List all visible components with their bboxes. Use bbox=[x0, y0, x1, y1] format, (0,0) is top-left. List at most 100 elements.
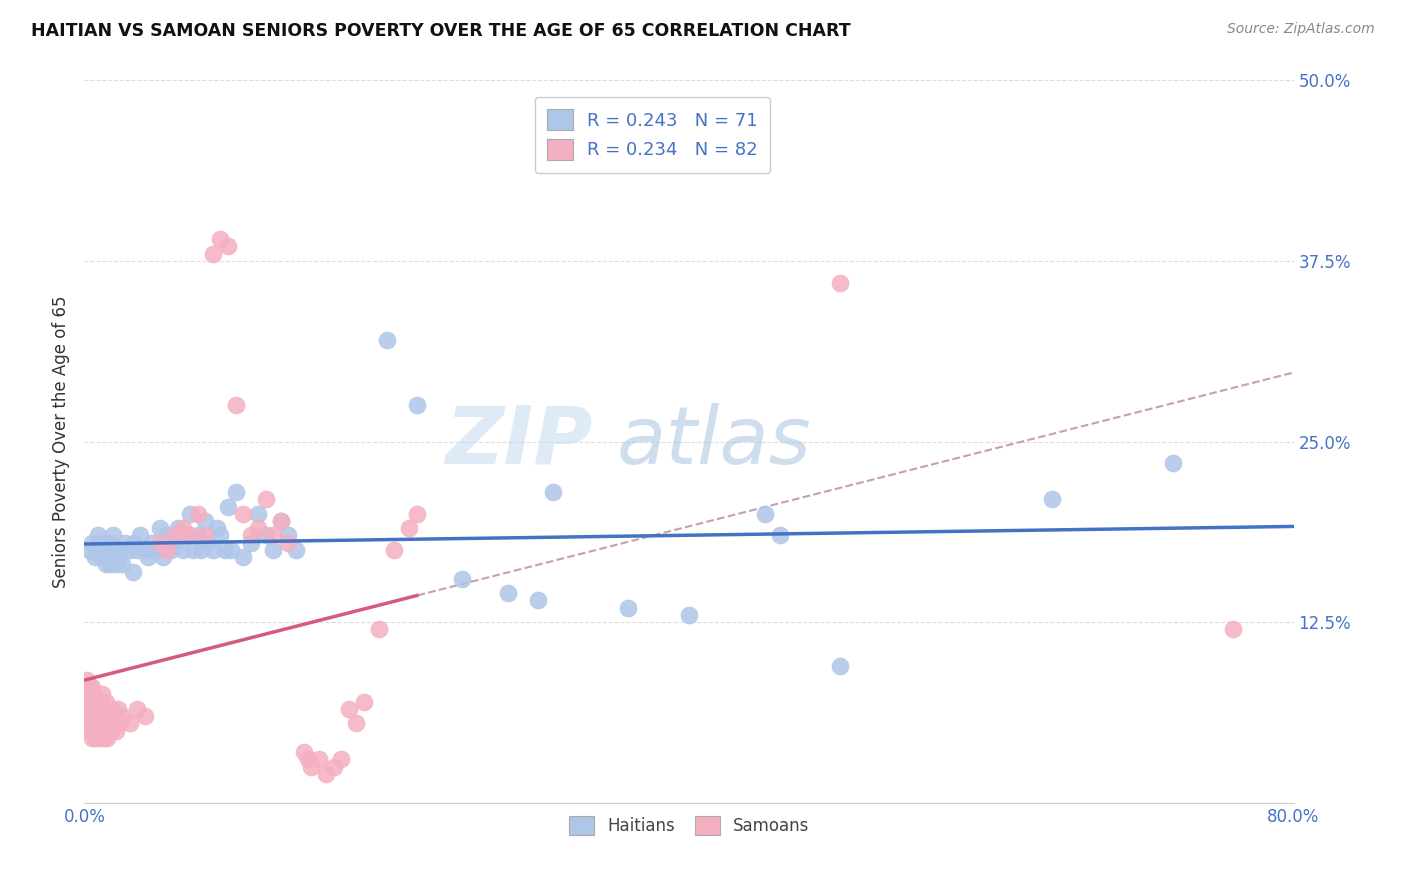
Text: HAITIAN VS SAMOAN SENIORS POVERTY OVER THE AGE OF 65 CORRELATION CHART: HAITIAN VS SAMOAN SENIORS POVERTY OVER T… bbox=[31, 22, 851, 40]
Point bbox=[77, 542, 100, 557]
Point bbox=[87, 695, 110, 709]
Point bbox=[285, 542, 308, 557]
Point bbox=[90, 723, 112, 738]
Point bbox=[84, 695, 107, 709]
Point bbox=[194, 528, 217, 542]
Point bbox=[172, 542, 194, 557]
Point bbox=[89, 731, 111, 745]
Point bbox=[254, 492, 277, 507]
Point bbox=[108, 716, 131, 731]
Point bbox=[297, 752, 319, 766]
Point bbox=[247, 521, 270, 535]
Point bbox=[201, 542, 224, 557]
Point bbox=[262, 542, 284, 557]
Point bbox=[207, 521, 229, 535]
Point bbox=[105, 723, 128, 738]
Point bbox=[451, 572, 474, 586]
Point bbox=[406, 507, 429, 521]
Point bbox=[111, 558, 134, 572]
Point bbox=[100, 542, 122, 557]
Point bbox=[121, 565, 143, 579]
Point bbox=[84, 723, 107, 738]
Point bbox=[541, 485, 564, 500]
Point bbox=[134, 542, 156, 557]
Point bbox=[98, 723, 121, 738]
Point bbox=[77, 716, 100, 731]
Point bbox=[87, 528, 110, 542]
Point bbox=[308, 752, 330, 766]
Point bbox=[194, 514, 217, 528]
Point bbox=[91, 535, 114, 549]
Point bbox=[87, 709, 110, 723]
Point bbox=[111, 709, 134, 723]
Point bbox=[769, 528, 792, 542]
Point bbox=[114, 535, 136, 549]
Point bbox=[754, 507, 776, 521]
Point bbox=[101, 716, 124, 731]
Point bbox=[209, 528, 232, 542]
Point bbox=[97, 535, 120, 549]
Y-axis label: Seniors Poverty Over the Age of 65: Seniors Poverty Over the Age of 65 bbox=[52, 295, 70, 588]
Point bbox=[82, 716, 104, 731]
Point bbox=[225, 398, 247, 412]
Point bbox=[398, 521, 420, 535]
Point bbox=[86, 702, 108, 716]
Point bbox=[496, 586, 519, 600]
Point bbox=[77, 680, 100, 694]
Point bbox=[346, 716, 368, 731]
Point bbox=[337, 702, 360, 716]
Point bbox=[97, 709, 120, 723]
Point bbox=[315, 767, 337, 781]
Point bbox=[127, 542, 149, 557]
Point bbox=[262, 528, 284, 542]
Point bbox=[165, 535, 187, 549]
Point bbox=[105, 558, 128, 572]
Point bbox=[80, 680, 103, 694]
Point bbox=[830, 658, 852, 673]
Point bbox=[149, 521, 172, 535]
Point bbox=[219, 542, 242, 557]
Point bbox=[209, 232, 232, 246]
Point bbox=[79, 702, 101, 716]
Point bbox=[406, 398, 429, 412]
Point bbox=[353, 695, 375, 709]
Point bbox=[1161, 456, 1184, 470]
Text: atlas: atlas bbox=[616, 402, 811, 481]
Point bbox=[91, 702, 114, 716]
Point bbox=[141, 535, 163, 549]
Point bbox=[82, 702, 104, 716]
Point bbox=[159, 542, 181, 557]
Point bbox=[299, 760, 322, 774]
Point bbox=[127, 702, 149, 716]
Point bbox=[214, 542, 236, 557]
Point bbox=[217, 239, 239, 253]
Point bbox=[232, 507, 254, 521]
Point bbox=[197, 535, 219, 549]
Point bbox=[181, 542, 204, 557]
Point bbox=[89, 716, 111, 731]
Point bbox=[201, 246, 224, 260]
Point bbox=[239, 535, 262, 549]
Point bbox=[617, 600, 640, 615]
Point bbox=[172, 521, 194, 535]
Point bbox=[96, 542, 118, 557]
Point bbox=[80, 709, 103, 723]
Point bbox=[79, 687, 101, 701]
Point bbox=[330, 752, 353, 766]
Point bbox=[232, 550, 254, 565]
Point bbox=[77, 695, 100, 709]
Point bbox=[80, 695, 103, 709]
Point bbox=[145, 542, 167, 557]
Point bbox=[1222, 623, 1244, 637]
Point bbox=[101, 528, 124, 542]
Point bbox=[277, 528, 299, 542]
Point bbox=[118, 716, 141, 731]
Point bbox=[217, 500, 239, 514]
Point bbox=[156, 542, 179, 557]
Point bbox=[91, 687, 114, 701]
Point bbox=[270, 514, 292, 528]
Point bbox=[149, 535, 172, 549]
Point bbox=[239, 528, 262, 542]
Text: ZIP: ZIP bbox=[444, 402, 592, 481]
Point bbox=[94, 695, 117, 709]
